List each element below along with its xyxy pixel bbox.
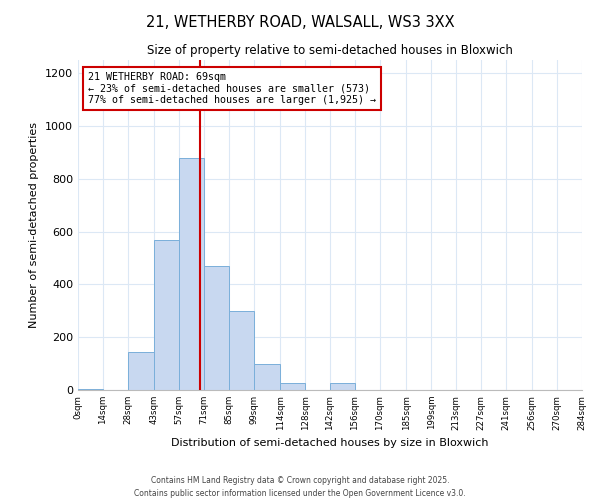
Text: 21, WETHERBY ROAD, WALSALL, WS3 3XX: 21, WETHERBY ROAD, WALSALL, WS3 3XX (146, 15, 454, 30)
Bar (330, 384, 355, 390)
Bar (154, 240, 179, 390)
Bar (128, 352, 154, 390)
Bar (280, 384, 305, 390)
Bar (179, 158, 204, 390)
Bar (229, 311, 254, 390)
Title: Size of property relative to semi-detached houses in Bloxwich: Size of property relative to semi-detach… (147, 44, 513, 58)
Text: 21 WETHERBY ROAD: 69sqm
← 23% of semi-detached houses are smaller (573)
77% of s: 21 WETHERBY ROAD: 69sqm ← 23% of semi-de… (88, 72, 376, 105)
Bar (204, 266, 229, 390)
Bar (78, 388, 103, 390)
X-axis label: Distribution of semi-detached houses by size in Bloxwich: Distribution of semi-detached houses by … (171, 438, 489, 448)
Bar (254, 364, 280, 390)
Y-axis label: Number of semi-detached properties: Number of semi-detached properties (29, 122, 40, 328)
Text: Contains HM Land Registry data © Crown copyright and database right 2025.
Contai: Contains HM Land Registry data © Crown c… (134, 476, 466, 498)
